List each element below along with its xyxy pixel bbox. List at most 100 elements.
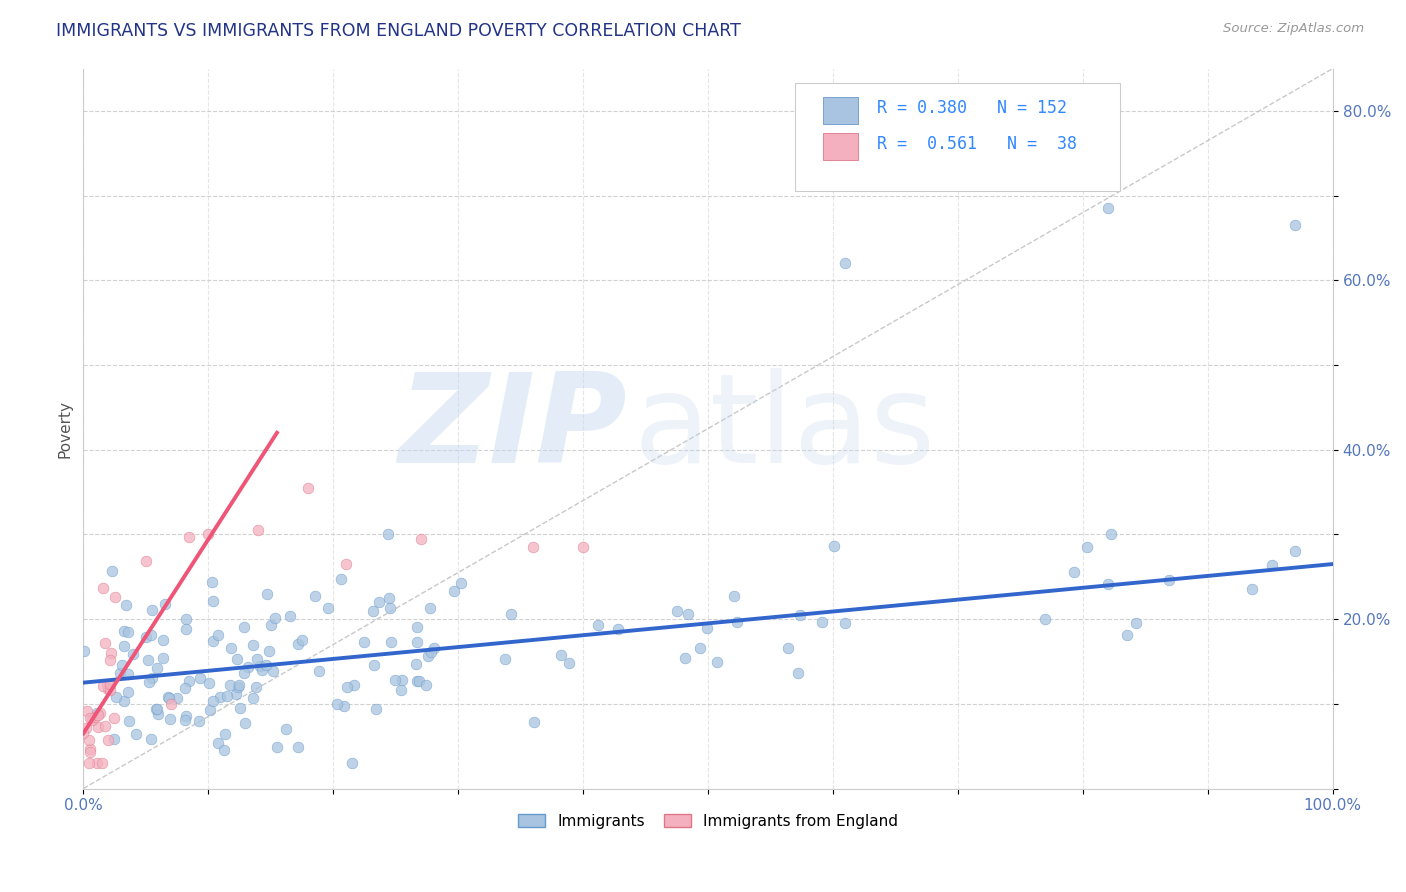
Point [89,706,111,721]
Point [96,681,118,696]
Point [415,678,437,692]
Point [198,703,221,717]
Point [419,601,441,615]
Point [91,581,114,595]
Point [118,714,141,729]
Point [522,540,544,554]
Point [776,641,799,656]
Text: atlas: atlas [633,368,935,489]
Point [83,710,105,724]
Point [336,680,359,694]
Point [378,600,401,615]
Point [103,711,125,725]
Point [219,640,242,655]
Point [335,557,357,571]
Point [443,583,465,598]
Point [104,591,127,605]
Point [1261,558,1284,572]
Point [146,661,169,675]
Point [278,608,301,623]
Point [384,673,406,687]
Point [141,602,163,616]
Point [86,756,108,771]
Point [361,604,384,618]
Point [79,745,101,759]
Point [117,667,139,681]
Point [87,707,110,722]
Point [225,651,247,665]
Point [242,691,264,706]
Point [228,678,250,692]
Point [260,618,283,632]
Point [174,612,197,626]
Point [201,575,224,590]
Point [834,256,856,270]
Point [112,694,135,708]
Point [676,607,699,621]
Point [368,595,391,609]
Point [406,635,429,649]
Point [834,615,856,630]
Point [91,756,114,771]
Point [249,658,271,673]
Point [297,481,319,495]
Point [723,589,745,603]
Point [105,690,128,704]
Point [79,741,101,756]
Point [201,593,224,607]
Point [75,721,97,735]
Point [115,598,138,612]
Point [97,732,120,747]
Point [499,607,522,621]
Point [156,690,179,704]
Point [1284,544,1306,558]
Point [138,675,160,690]
Text: R =  0.561   N =  38: R = 0.561 N = 38 [877,135,1077,153]
Point [1097,202,1119,216]
Point [207,628,229,642]
Point [141,731,163,746]
Point [98,682,121,697]
Point [329,572,352,586]
Point [256,587,278,601]
Point [233,716,256,731]
Point [666,604,689,618]
Point [246,651,269,665]
Point [257,644,280,658]
Point [125,727,148,741]
Point [117,685,139,699]
Point [811,615,834,630]
Point [786,665,808,680]
Point [254,658,277,673]
Point [145,702,167,716]
Point [174,713,197,727]
Point [332,699,354,714]
Point [202,634,225,648]
Point [1240,582,1263,596]
Point [121,647,143,661]
Point [219,678,242,692]
Point [177,529,200,543]
Point [696,621,718,635]
Point [91,680,114,694]
Point [378,591,401,606]
Point [112,624,135,638]
Point [1115,628,1137,642]
Point [1076,540,1098,554]
Point [100,646,122,660]
Point [159,712,181,726]
Point [236,660,259,674]
Point [72,726,94,740]
Point [214,743,236,757]
Point [353,635,375,649]
Point [423,641,446,656]
Point [340,756,363,771]
Point [377,527,399,541]
Point [73,644,96,658]
Point [391,673,413,687]
Point [155,597,177,611]
Point [207,736,229,750]
Point [262,664,284,678]
Point [408,673,430,688]
Point [1099,527,1122,541]
